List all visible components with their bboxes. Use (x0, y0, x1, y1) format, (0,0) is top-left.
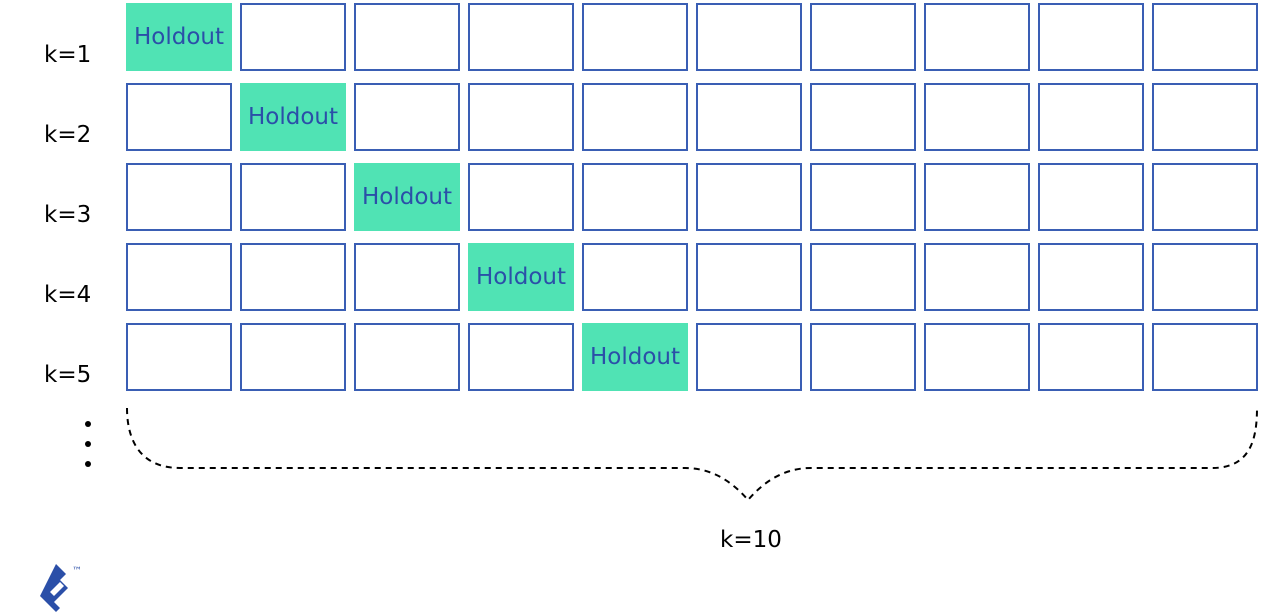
training-cell (468, 3, 574, 71)
holdout-cell: Holdout (354, 163, 460, 231)
holdout-label: Holdout (475, 264, 567, 290)
holdout-label: Holdout (247, 104, 339, 130)
training-cell (810, 83, 916, 151)
training-cell (696, 323, 802, 391)
training-cell (354, 83, 460, 151)
training-cell (1152, 3, 1258, 71)
training-cell (582, 3, 688, 71)
training-cell (696, 3, 802, 71)
training-cell (126, 323, 232, 391)
fold-label: k=3 (44, 202, 92, 228)
holdout-label: Holdout (361, 184, 453, 210)
holdout-cell: Holdout (240, 83, 346, 151)
ellipsis-dot (85, 461, 91, 467)
training-cell (468, 83, 574, 151)
training-cell (354, 323, 460, 391)
training-cell (696, 243, 802, 311)
holdout-cell: Holdout (582, 323, 688, 391)
training-cell (240, 243, 346, 311)
training-cell (1038, 243, 1144, 311)
training-cell (1038, 323, 1144, 391)
toptal-logo-icon: ™ (40, 564, 82, 612)
training-cell (240, 3, 346, 71)
training-cell (582, 163, 688, 231)
holdout-cell: Holdout (126, 3, 232, 71)
holdout-label: Holdout (589, 344, 681, 370)
ellipsis-dot (85, 441, 91, 447)
training-cell (1038, 83, 1144, 151)
training-cell (810, 323, 916, 391)
holdout-label: Holdout (133, 24, 225, 50)
training-cell (696, 163, 802, 231)
training-cell (1038, 3, 1144, 71)
training-cell (924, 323, 1030, 391)
training-cell (240, 323, 346, 391)
training-cell (582, 83, 688, 151)
training-cell (468, 323, 574, 391)
training-cell (810, 163, 916, 231)
training-cell (354, 3, 460, 71)
training-cell (810, 3, 916, 71)
fold-label: k=2 (44, 122, 92, 148)
training-cell (924, 3, 1030, 71)
ellipsis-dot (85, 421, 91, 427)
fold-label: k=1 (44, 42, 92, 68)
training-cell (1152, 83, 1258, 151)
fold-label: k=4 (44, 282, 92, 308)
training-cell (126, 83, 232, 151)
holdout-cell: Holdout (468, 243, 574, 311)
training-cell (468, 163, 574, 231)
training-cell (240, 163, 346, 231)
training-cell (924, 163, 1030, 231)
training-cell (354, 243, 460, 311)
training-cell (1038, 163, 1144, 231)
training-cell (1152, 163, 1258, 231)
trademark-symbol: ™ (72, 566, 82, 577)
training-cell (1152, 323, 1258, 391)
training-cell (126, 243, 232, 311)
training-cell (1152, 243, 1258, 311)
training-cell (582, 243, 688, 311)
fold-label: k=5 (44, 362, 92, 388)
training-cell (810, 243, 916, 311)
training-cell (126, 163, 232, 231)
training-cell (696, 83, 802, 151)
training-cell (924, 243, 1030, 311)
training-cell (924, 83, 1030, 151)
total-folds-label: k=10 (720, 527, 782, 553)
